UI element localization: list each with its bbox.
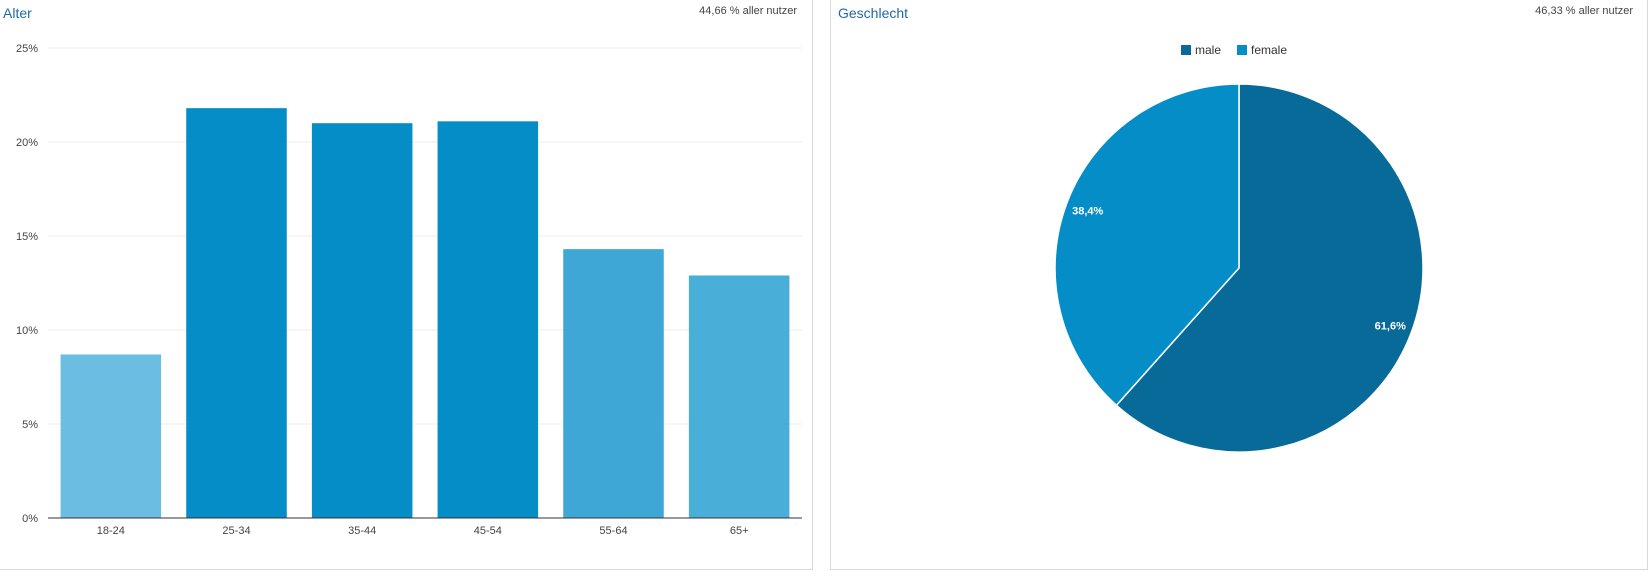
bar-55-64 — [563, 249, 664, 518]
bar-65+ — [688, 275, 790, 518]
y-tick-label: 25% — [16, 43, 38, 55]
pie-slice-female — [1054, 83, 1240, 407]
gender-pie-chart: male female 61,6% 38,4% — [1054, 43, 1424, 453]
legend-swatch-male — [1181, 45, 1191, 55]
y-tick-label: 0% — [22, 513, 38, 525]
legend-label-female: female — [1251, 43, 1287, 57]
x-tick-label: 25-34 — [222, 525, 250, 537]
legend-swatch-female — [1237, 45, 1247, 55]
pie-slice-male — [1115, 83, 1424, 453]
bar-35-44 — [311, 123, 413, 518]
y-tick-label: 20% — [16, 137, 38, 149]
x-tick-label: 18-24 — [97, 525, 125, 537]
age-panel: Alter 44,66 % aller nutzer 0% 5% 10% 15% 20%… — [0, 0, 813, 570]
x-tick-label: 45-54 — [474, 525, 502, 537]
age-bar-chart: 0% 5% 10% 15% 20% 25% 18-24 25-34 35-44 45-54 55-6… — [16, 43, 802, 537]
pie-value-label-male: 61,6% — [1375, 321, 1406, 333]
age-panel-user-share: 44,66 % aller nutzer — [699, 5, 797, 17]
y-tick-label: 15% — [16, 231, 38, 243]
x-tick-label: 55-64 — [599, 525, 627, 537]
bar-25-34 — [186, 108, 287, 518]
x-tick-label: 65+ — [730, 525, 749, 537]
bar-45-54 — [437, 121, 539, 518]
pie-value-label-female: 38,4% — [1072, 205, 1103, 217]
y-tick-label: 5% — [22, 419, 38, 431]
gender-panel: Geschlecht 46,33 % aller nutzer male fema… — [830, 0, 1648, 570]
gender-panel-title: Geschlecht — [838, 5, 909, 21]
bar-18-24 — [60, 354, 162, 518]
age-panel-title: Alter — [3, 5, 32, 21]
x-tick-label: 35-44 — [348, 525, 376, 537]
legend-label-male: male — [1195, 43, 1221, 57]
gender-panel-user-share: 46,33 % aller nutzer — [1535, 5, 1633, 17]
y-tick-label: 10% — [16, 325, 38, 337]
